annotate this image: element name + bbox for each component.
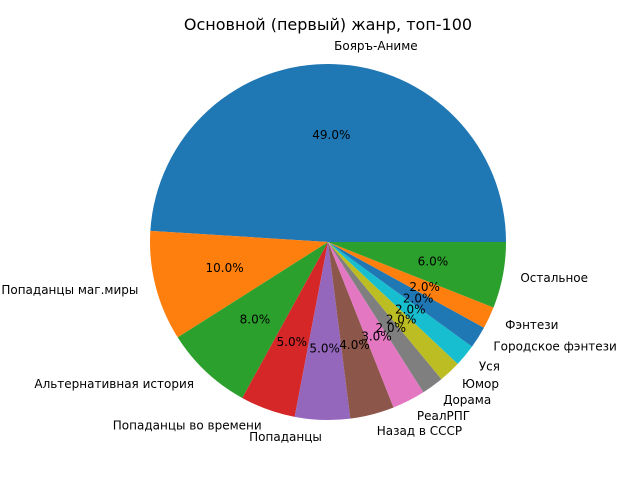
chart-title: Основной (первый) жанр, топ-100 bbox=[184, 15, 472, 34]
slice-label: Фэнтези bbox=[505, 318, 558, 332]
pie-slice bbox=[328, 242, 506, 308]
slice-percent-label: 8.0% bbox=[240, 312, 271, 326]
slice-label: РеалРПГ bbox=[417, 409, 470, 423]
pie-slice bbox=[149, 230, 328, 338]
slice-percent-label: 2.0% bbox=[376, 321, 407, 335]
slice-label: Попаданцы во времени bbox=[113, 419, 262, 433]
pie-slice bbox=[177, 242, 328, 398]
pie-slice bbox=[328, 242, 394, 419]
pie-labels: Бояръ-Аниме 49.0% Попаданцы маг.миры 10.0% А… bbox=[1, 39, 617, 444]
slice-label: Уся bbox=[479, 359, 500, 373]
slice-label: Бояръ-Аниме bbox=[334, 39, 418, 53]
slice-percent-label: 4.0% bbox=[339, 338, 370, 352]
slice-percent-label: 49.0% bbox=[312, 128, 350, 142]
pie-slice bbox=[328, 242, 494, 328]
slice-label: Юмор bbox=[462, 377, 499, 391]
slice-label: Городское фэнтези bbox=[493, 339, 617, 353]
slice-percent-label: 5.0% bbox=[277, 335, 308, 349]
pie-slice bbox=[328, 242, 424, 408]
slice-percent-label: 10.0% bbox=[205, 261, 243, 275]
slice-percent-label: 2.0% bbox=[386, 312, 417, 326]
pie-slice bbox=[150, 63, 506, 242]
slice-percent-label: 6.0% bbox=[418, 255, 449, 269]
slice-percent-label: 3.0% bbox=[361, 330, 392, 344]
pie-slice bbox=[328, 242, 473, 364]
slice-label: Назад в СССР bbox=[377, 424, 462, 438]
slice-label: Попаданцы маг.миры bbox=[1, 283, 138, 297]
slice-percent-label: 5.0% bbox=[309, 341, 340, 355]
slice-percent-label: 2.0% bbox=[403, 292, 434, 306]
pie-slice bbox=[328, 242, 484, 347]
pie-slice bbox=[294, 242, 351, 421]
slice-percent-label: 2.0% bbox=[409, 280, 440, 294]
pie-slice bbox=[242, 242, 328, 417]
slice-label: Остальное bbox=[520, 271, 588, 285]
slice-label: Попаданцы bbox=[249, 430, 322, 444]
slice-percent-label: 2.0% bbox=[395, 303, 426, 317]
pie-slice bbox=[328, 242, 458, 380]
pie-slices bbox=[149, 63, 506, 421]
slice-label: Альтернативная история bbox=[34, 377, 194, 391]
slice-label: Дорама bbox=[443, 393, 491, 407]
pie-slice bbox=[328, 242, 442, 393]
